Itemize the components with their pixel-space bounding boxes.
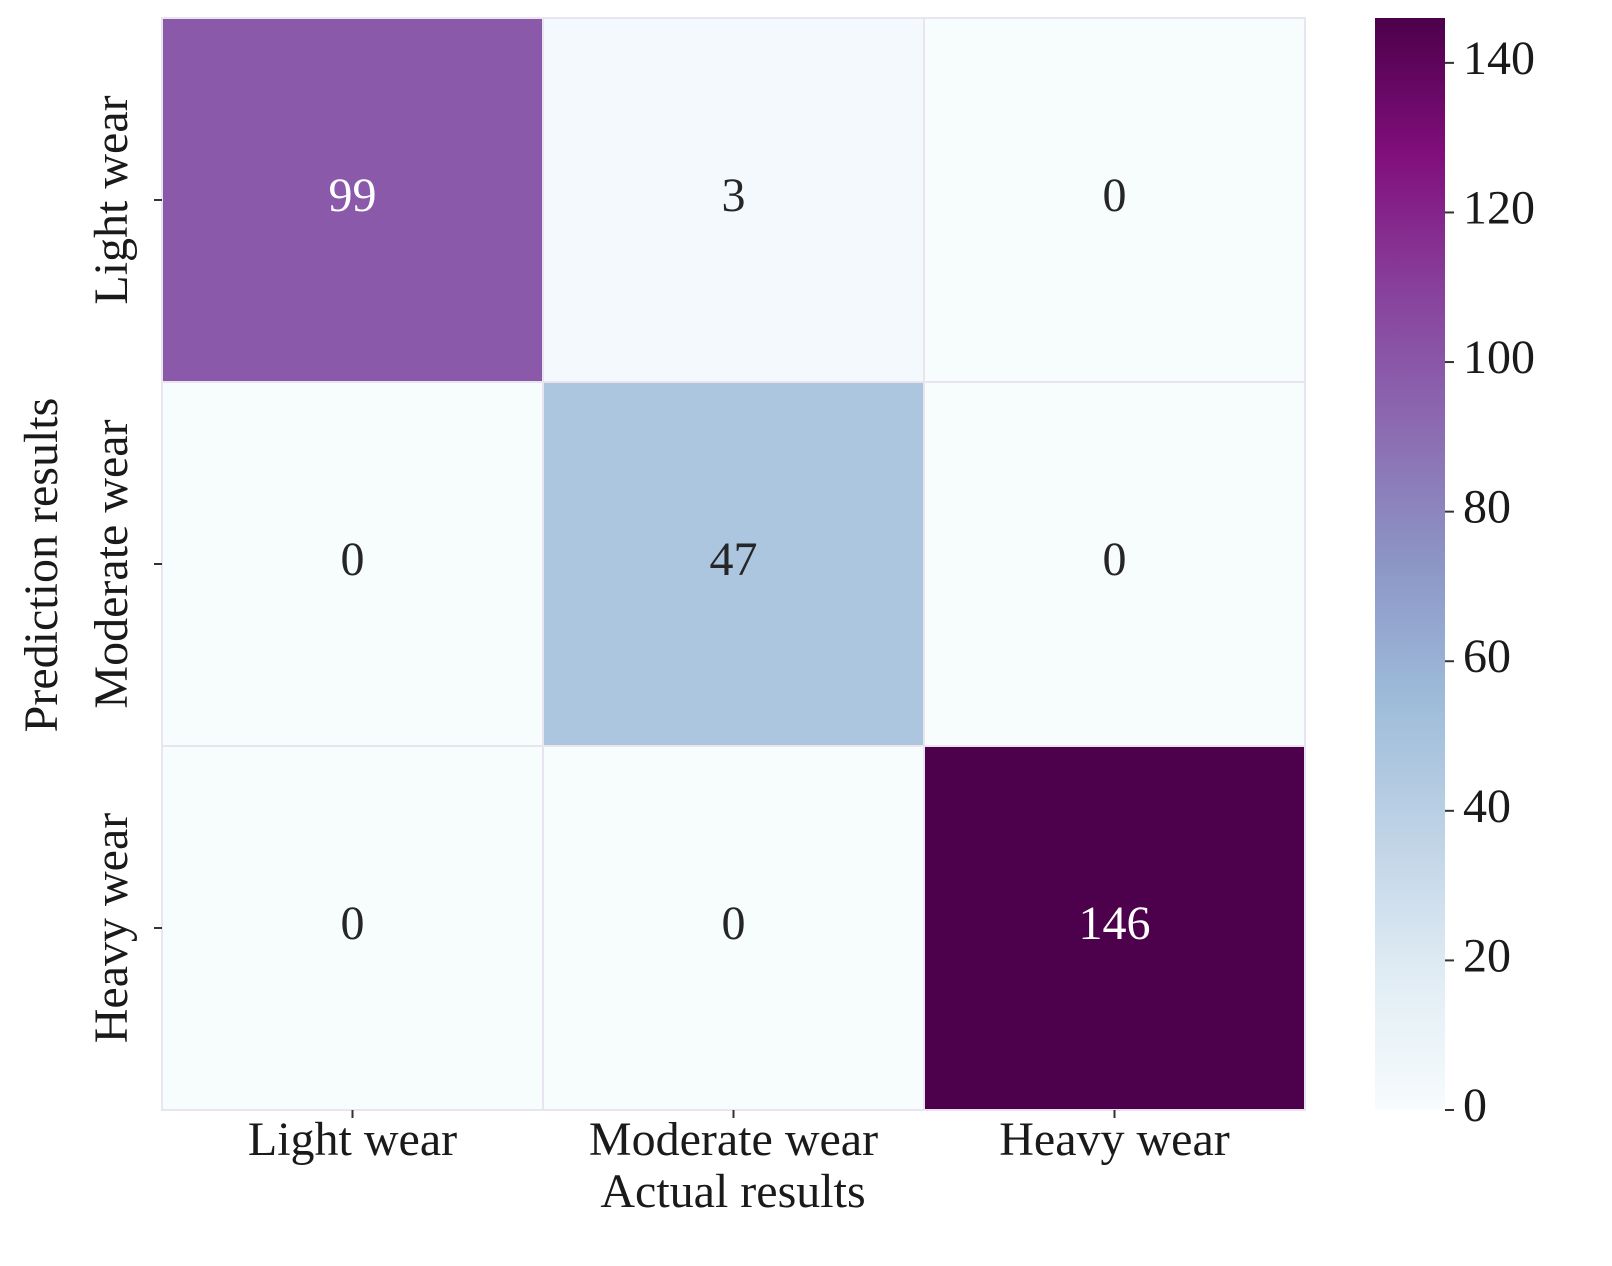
x-tick-label: Moderate wear <box>589 1113 878 1166</box>
colorbar <box>1375 18 1445 1110</box>
colorbar-tick-label: 80 <box>1463 481 1511 534</box>
heatmap-cell <box>542 17 925 383</box>
colorbar-tick-label: 140 <box>1463 32 1535 85</box>
cell-label: 146 <box>1079 897 1151 950</box>
heatmap-cell <box>161 745 544 1111</box>
cell-label: 47 <box>710 533 758 586</box>
colorbar-tick-label: 120 <box>1463 181 1535 234</box>
x-axis-label: Actual results <box>600 1165 865 1218</box>
cell-label: 0 <box>341 897 365 950</box>
cell-label: 99 <box>329 169 377 222</box>
cell-label: 0 <box>341 533 365 586</box>
cell-label: 0 <box>722 897 746 950</box>
colorbar-tick-label: 0 <box>1463 1079 1487 1132</box>
cell-label: 0 <box>1103 169 1127 222</box>
colorbar-tick-label: 60 <box>1463 630 1511 683</box>
y-tick-label: Moderate wear <box>85 419 138 708</box>
heatmap-cell <box>161 381 544 747</box>
cell-label: 3 <box>722 169 746 222</box>
colorbar-tick-label: 20 <box>1463 929 1511 982</box>
colorbar-tick-label: 100 <box>1463 331 1535 384</box>
cell-label: 0 <box>1103 533 1127 586</box>
y-axis-label: Prediction results <box>15 398 68 733</box>
colorbar-tick-label: 40 <box>1463 780 1511 833</box>
heatmap-cell <box>923 381 1306 747</box>
x-tick-label: Heavy wear <box>999 1113 1230 1166</box>
x-tick-label: Light wear <box>248 1113 457 1166</box>
y-tick-label: Light wear <box>85 95 138 304</box>
y-tick-label: Heavy wear <box>85 813 138 1044</box>
heatmap-cell <box>161 17 544 383</box>
heatmap-cell <box>923 17 1306 383</box>
heatmap-cell <box>542 745 925 1111</box>
heatmap-cell <box>542 381 925 747</box>
